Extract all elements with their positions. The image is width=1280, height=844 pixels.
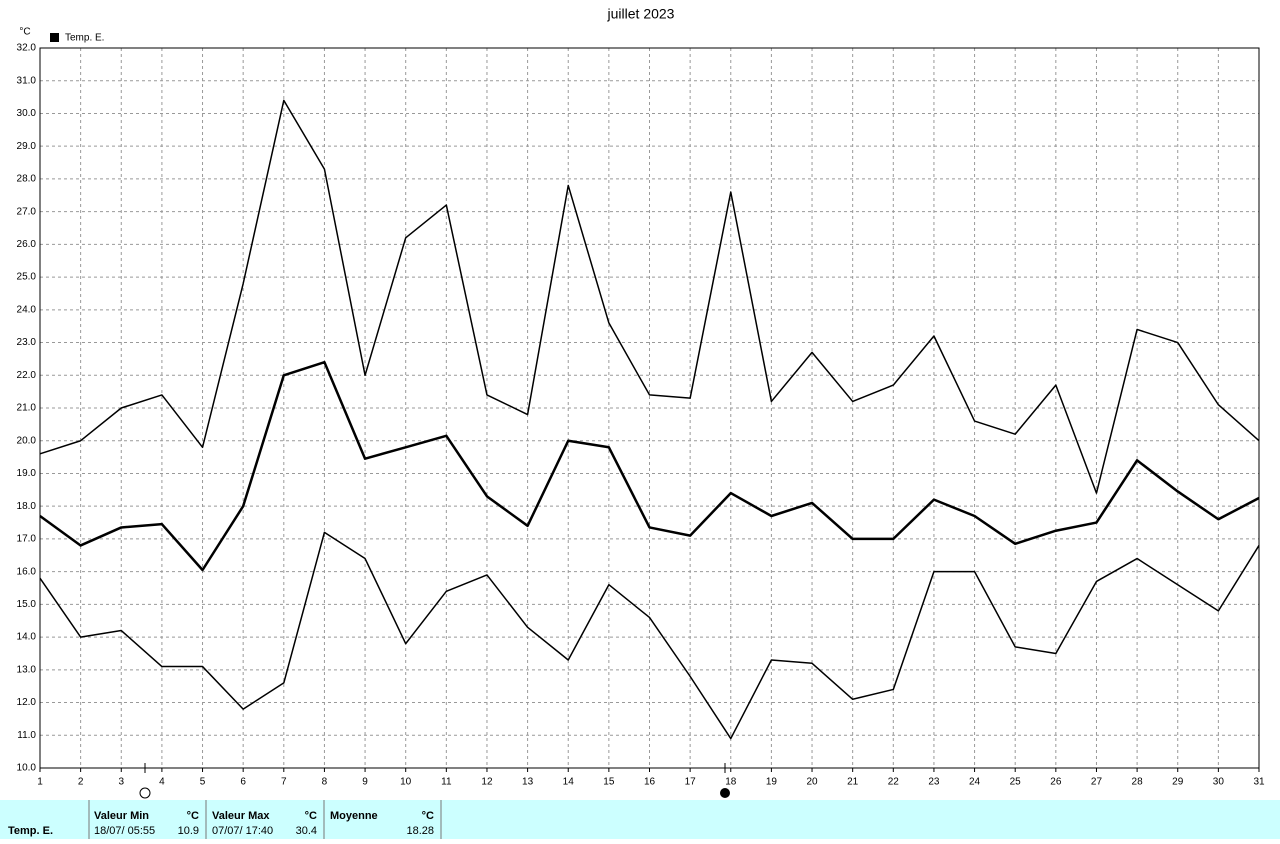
header: Valeur Max	[212, 810, 270, 822]
x-tick-label: 15	[603, 777, 615, 788]
x-tick-label: 11	[441, 777, 452, 788]
unit: °C	[422, 810, 434, 822]
x-tick-label: 24	[969, 777, 981, 788]
x-tick-label: 27	[1091, 777, 1103, 788]
y-tick-label: 16.0	[17, 566, 37, 577]
y-tick-label: 32.0	[17, 43, 37, 54]
x-tick-label: 14	[563, 777, 575, 788]
y-tick-label: 27.0	[17, 206, 37, 217]
y-tick-label: 21.0	[17, 403, 37, 414]
y-tick-label: 10.0	[17, 763, 37, 774]
x-tick-label: 8	[322, 777, 328, 788]
chart-title: juillet 2023	[607, 6, 675, 22]
x-tick-label: 2	[78, 777, 84, 788]
y-tick-label: 22.0	[17, 370, 37, 381]
value: 18.28	[406, 825, 434, 837]
x-tick-label: 20	[806, 777, 818, 788]
x-tick-label: 6	[240, 777, 246, 788]
y-tick-label: 17.0	[17, 534, 37, 545]
y-tick-label: 15.0	[17, 599, 37, 610]
x-tick-label: 22	[888, 777, 900, 788]
y-tick-label: 29.0	[17, 141, 37, 152]
table-lines	[88, 800, 442, 839]
x-tick-label: 12	[481, 777, 493, 788]
x-tick-label: 10	[400, 777, 412, 788]
y-tick-label: 13.0	[17, 664, 37, 675]
y-tick-label: 24.0	[17, 304, 37, 315]
x-tick-label: 4	[159, 777, 165, 788]
data-line	[39, 360, 1260, 572]
x-tick-label: 5	[200, 777, 206, 788]
y-unit: °C	[19, 27, 30, 38]
x-tick-label: 7	[281, 777, 287, 788]
data-line	[39, 99, 1260, 494]
header: Moyenne	[330, 810, 378, 822]
y-tick-label: 23.0	[17, 337, 37, 348]
date: 07/07/ 17:40	[212, 825, 273, 837]
x-tick-label: 3	[118, 777, 124, 788]
y-tick-label: 20.0	[17, 435, 37, 446]
data-line	[39, 531, 1260, 740]
row-label: Temp. E.	[8, 825, 53, 837]
x-tick-label: 31	[1253, 777, 1265, 788]
x-tick-label: 26	[1050, 777, 1062, 788]
x-tick-label: 28	[1132, 777, 1144, 788]
y-tick-label: 25.0	[17, 272, 37, 283]
x-tick-label: 23	[928, 777, 940, 788]
x-tick-label: 21	[847, 777, 859, 788]
y-tick-label: 31.0	[17, 75, 37, 86]
x-tick-label: 1	[37, 777, 43, 788]
y-tick-label: 11.0	[17, 730, 36, 741]
x-tick-label: 16	[644, 777, 656, 788]
x-tick-label: 19	[766, 777, 778, 788]
x-tick-label: 30	[1213, 777, 1225, 788]
x-tick-label: 25	[1010, 777, 1022, 788]
moon-icon	[720, 788, 730, 798]
value: 10.9	[178, 825, 199, 837]
unit: °C	[305, 810, 317, 822]
plot-frame	[39, 47, 1260, 769]
unit: °C	[187, 810, 199, 822]
x-tick-label: 9	[362, 777, 368, 788]
value: 30.4	[296, 825, 317, 837]
y-tick-label: 12.0	[17, 697, 37, 708]
x-tick-label: 29	[1172, 777, 1184, 788]
x-tick-label: 13	[522, 777, 534, 788]
date: 18/07/ 05:55	[94, 825, 155, 837]
x-tick-label: 18	[725, 777, 737, 788]
moon-icon	[139, 787, 151, 799]
y-tick-label: 19.0	[17, 468, 37, 479]
y-tick-label: 28.0	[17, 174, 37, 185]
y-tick-label: 26.0	[17, 239, 37, 250]
y-tick-label: 18.0	[17, 501, 37, 512]
y-tick-label: 30.0	[17, 108, 37, 119]
x-tick-label: 17	[685, 777, 697, 788]
header: Valeur Min	[94, 810, 149, 822]
y-tick-label: 14.0	[17, 632, 37, 643]
legend-label: Temp. E.	[65, 33, 104, 44]
summary-table	[0, 800, 1280, 839]
legend-key	[50, 33, 59, 42]
